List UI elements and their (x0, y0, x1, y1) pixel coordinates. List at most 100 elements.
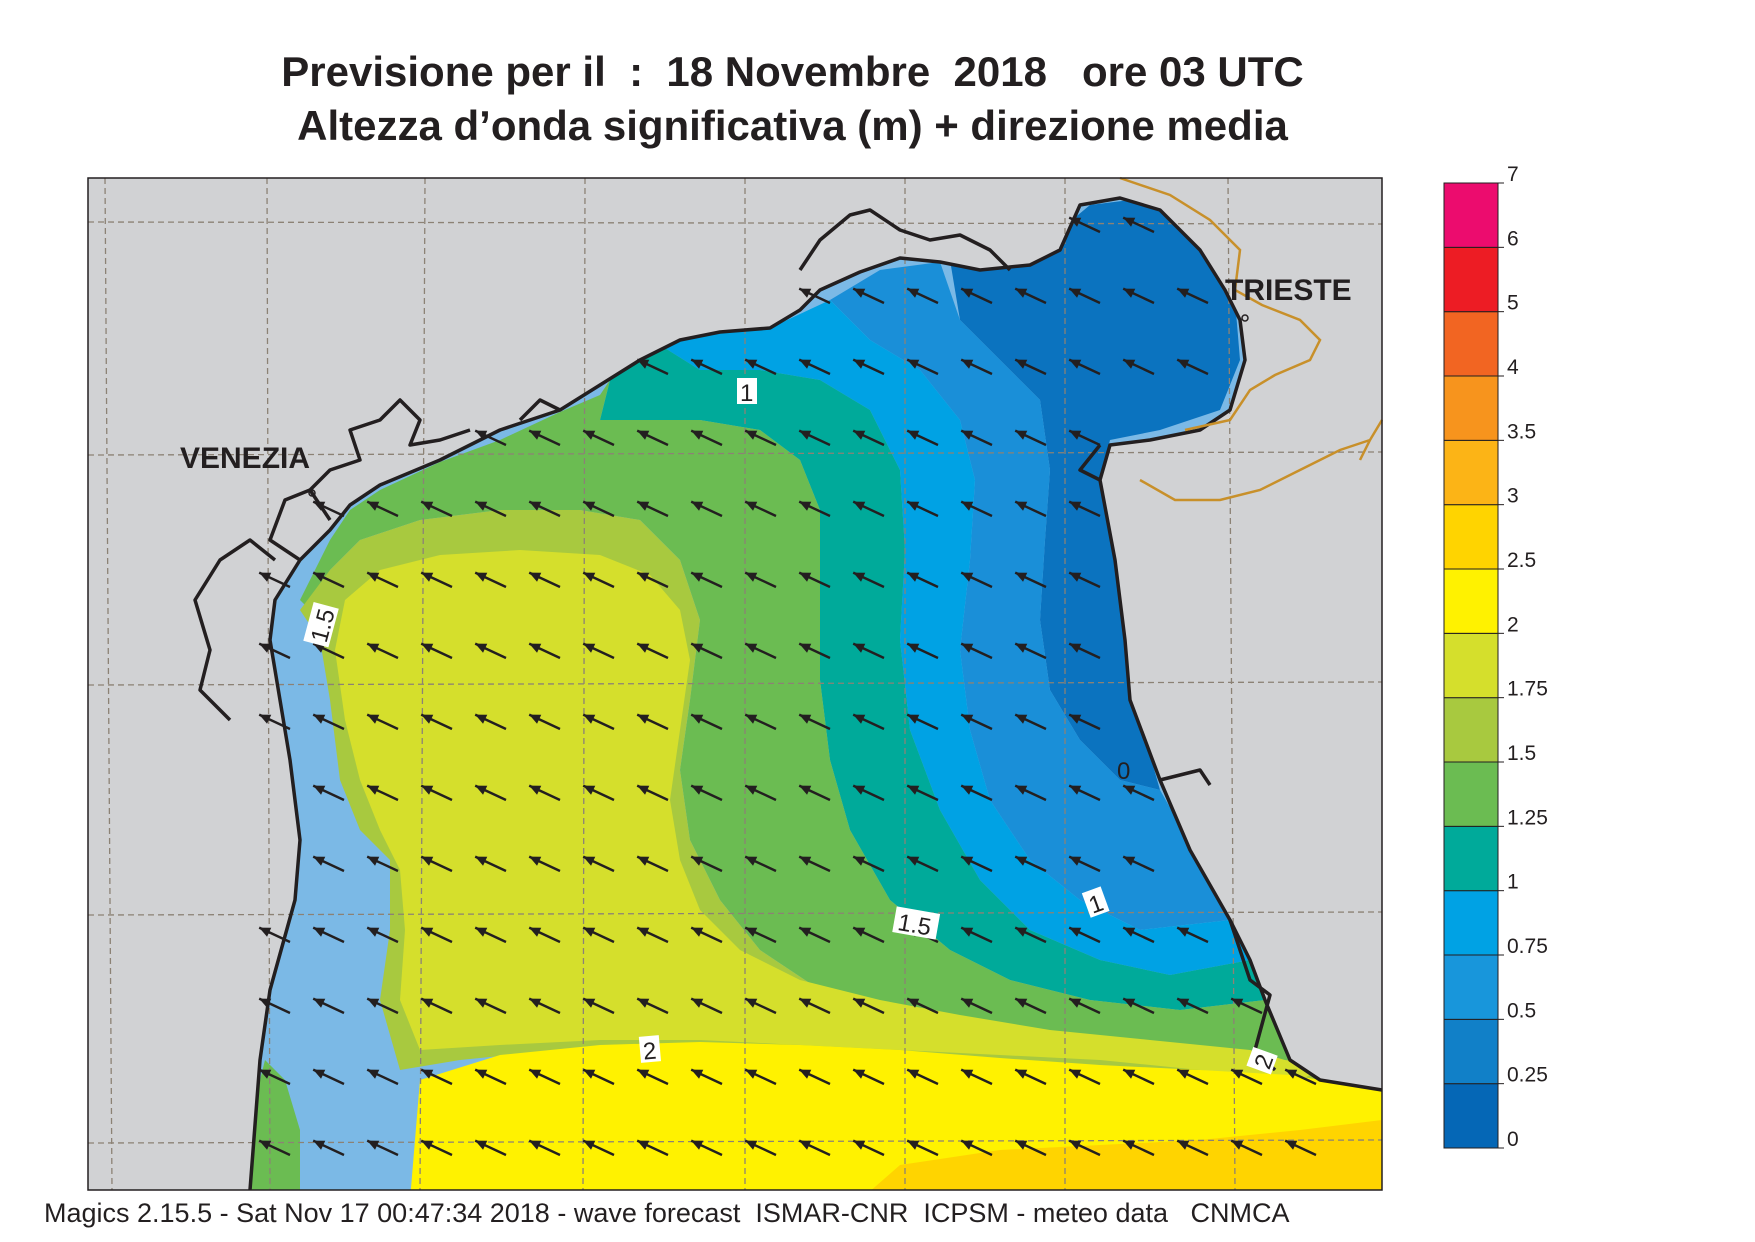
wave-direction-arrowhead (367, 927, 380, 937)
colorbar-swatch (1443, 246, 1499, 313)
wave-direction-arrowhead (907, 1140, 920, 1150)
colorbar-swatch (1443, 825, 1499, 892)
wave-direction-arrowhead (421, 501, 434, 511)
wave-direction-arrowhead (961, 1140, 974, 1150)
wave-direction-arrowhead (367, 643, 380, 653)
wave-direction-arrowhead (1015, 1069, 1028, 1079)
wave-direction-arrowhead (1015, 288, 1028, 298)
wave-direction-arrowhead (583, 714, 596, 724)
wave-direction-arrowhead (691, 998, 704, 1008)
wave-direction-arrowhead (259, 1069, 272, 1079)
wave-direction-arrowhead (961, 998, 974, 1008)
wave-direction-arrowhead (529, 856, 542, 866)
wave-direction-arrowhead (421, 1140, 434, 1150)
wave-direction-arrowhead (799, 501, 812, 511)
wave-direction-arrowhead (1285, 1069, 1298, 1079)
wave-direction-arrowhead (259, 572, 272, 582)
wave-direction-arrowhead (1015, 1140, 1028, 1150)
wave-direction-arrowhead (853, 572, 866, 582)
wave-direction-arrowhead (907, 856, 920, 866)
wave-direction-arrowhead (907, 643, 920, 653)
wave-direction-arrowhead (907, 1069, 920, 1079)
wave-direction-arrowhead (475, 998, 488, 1008)
wave-direction-arrowhead (583, 1140, 596, 1150)
wave-direction-arrowhead (1015, 643, 1028, 653)
wave-direction-arrowhead (367, 1140, 380, 1150)
wave-direction-arrowhead (691, 785, 704, 795)
wave-direction-arrowhead (907, 998, 920, 1008)
wave-direction-arrowhead (799, 430, 812, 440)
band-2.5-3 (871, 1120, 1382, 1190)
wave-direction-arrowhead (1015, 572, 1028, 582)
wave-direction-arrowhead (907, 572, 920, 582)
wave-direction-arrowhead (529, 572, 542, 582)
colorbar-swatch (1443, 439, 1499, 506)
wave-direction-arrowhead (1069, 927, 1082, 937)
coastline (193, 196, 1383, 1191)
wave-direction-arrowhead (1123, 856, 1136, 866)
wave-direction-arrowhead (313, 998, 326, 1008)
wave-direction-arrowhead (637, 998, 650, 1008)
colorbar-swatch (1443, 632, 1499, 699)
wave-direction-arrowhead (745, 714, 758, 724)
wave-direction-arrowhead (853, 430, 866, 440)
wave-direction-arrowhead (367, 998, 380, 1008)
wave-direction-arrowhead (1123, 927, 1136, 937)
wave-direction-arrowhead (475, 927, 488, 937)
wave-direction-arrowhead (1177, 1069, 1190, 1079)
wave-direction-arrowhead (529, 430, 542, 440)
wave-direction-arrowhead (745, 1069, 758, 1079)
wave-direction-arrowhead (1069, 1140, 1082, 1150)
wave-direction-arrowhead (529, 501, 542, 511)
wave-direction-arrowhead (583, 572, 596, 582)
wave-direction-arrowhead (745, 643, 758, 653)
wave-direction-arrowhead (961, 430, 974, 440)
wave-direction-arrowhead (637, 359, 650, 369)
wave-direction-arrowhead (745, 998, 758, 1008)
wave-direction-arrowhead (1069, 572, 1082, 582)
wave-direction-arrowhead (583, 856, 596, 866)
wave-direction-arrowhead (313, 927, 326, 937)
wave-direction-arrowhead (907, 714, 920, 724)
wave-direction-arrowhead (313, 643, 326, 653)
wave-direction-arrowhead (853, 785, 866, 795)
wave-direction-arrowhead (907, 785, 920, 795)
wave-direction-arrowhead (313, 1069, 326, 1079)
wave-direction-arrowhead (475, 501, 488, 511)
wave-direction-arrowhead (475, 714, 488, 724)
wave-direction-arrowhead (1069, 643, 1082, 653)
colorbar-tick-label: 0.25 (1507, 1064, 1548, 1087)
city-label-trieste: TRIESTE (1225, 274, 1352, 307)
wave-direction-arrowhead (1069, 217, 1082, 227)
wave-direction-arrowhead (313, 714, 326, 724)
wave-direction-arrowhead (1123, 217, 1136, 227)
wave-direction-arrowhead (475, 1069, 488, 1079)
wave-direction-arrowhead (961, 643, 974, 653)
colorbar-swatch (1443, 697, 1499, 763)
wave-direction-arrowhead (1069, 1069, 1082, 1079)
colorbar-tick-label: 0.75 (1507, 935, 1548, 958)
wave-direction-arrowhead (853, 643, 866, 653)
wave-direction-arrowhead (529, 714, 542, 724)
colorbar-tick-label: 0.5 (1507, 999, 1536, 1022)
wave-direction-arrowhead (529, 1069, 542, 1079)
wave-direction-arrowhead (583, 501, 596, 511)
wave-direction-arrowhead (691, 501, 704, 511)
wave-direction-arrowhead (367, 501, 380, 511)
wave-direction-arrowhead (529, 998, 542, 1008)
wave-direction-arrowhead (1069, 501, 1082, 511)
wave-direction-arrowhead (1177, 927, 1190, 937)
wave-direction-arrowhead (475, 643, 488, 653)
contour-label: 2 (642, 1037, 658, 1065)
wave-direction-arrowhead (799, 998, 812, 1008)
wave-direction-arrowhead (961, 927, 974, 937)
wave-direction-arrowhead (259, 643, 272, 653)
colorbar-swatch (1443, 182, 1499, 248)
wave-direction-arrowhead (1177, 359, 1190, 369)
wave-direction-arrowhead (1015, 785, 1028, 795)
wave-direction-arrowhead (1069, 430, 1082, 440)
colorbar-tick-label: 6 (1507, 227, 1519, 250)
wave-direction-arrowhead (907, 359, 920, 369)
wave-direction-arrowhead (313, 1140, 326, 1150)
wave-direction-arrowhead (853, 998, 866, 1008)
